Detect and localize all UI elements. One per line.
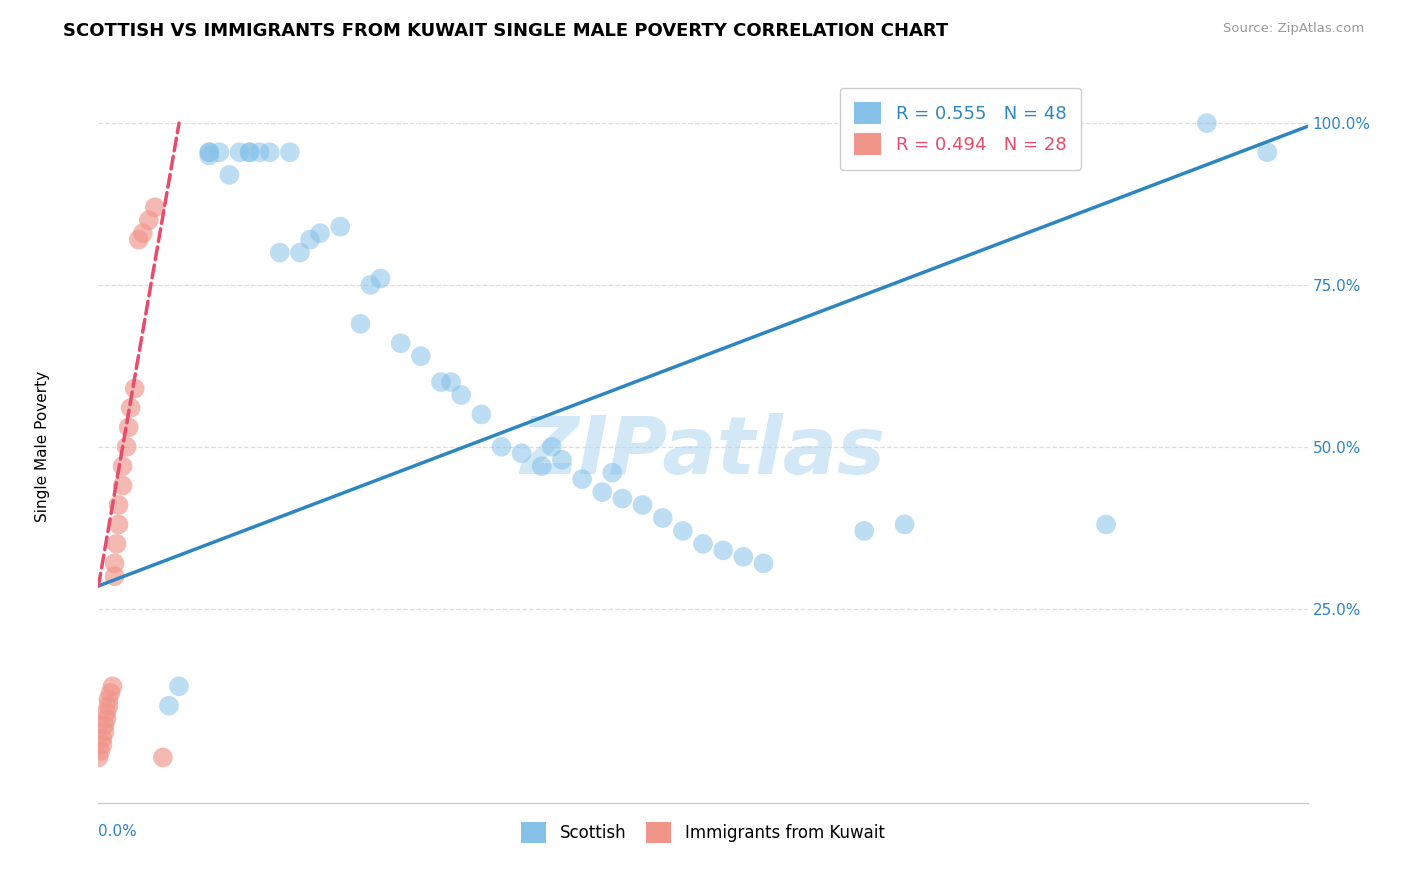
Point bbox=[93, 718, 115, 732]
Point bbox=[157, 698, 180, 713]
Point bbox=[540, 440, 562, 454]
Point bbox=[450, 388, 472, 402]
Point bbox=[360, 277, 382, 292]
Point bbox=[208, 145, 231, 160]
Point bbox=[96, 705, 118, 719]
Point bbox=[288, 245, 311, 260]
Point bbox=[602, 466, 624, 480]
Point bbox=[103, 569, 125, 583]
Point bbox=[631, 498, 654, 512]
Point bbox=[651, 511, 673, 525]
Point bbox=[711, 543, 734, 558]
Text: Single Male Poverty: Single Male Poverty bbox=[35, 370, 49, 522]
Point bbox=[591, 485, 613, 500]
Point bbox=[143, 200, 166, 214]
Point bbox=[370, 271, 392, 285]
Point bbox=[218, 168, 240, 182]
Point bbox=[1256, 145, 1278, 160]
Point bbox=[132, 226, 155, 240]
Point bbox=[551, 452, 574, 467]
Point bbox=[299, 233, 322, 247]
Point bbox=[612, 491, 634, 506]
Point bbox=[440, 375, 463, 389]
Point bbox=[893, 517, 915, 532]
Point bbox=[120, 401, 142, 415]
Point bbox=[409, 349, 432, 363]
Point bbox=[107, 498, 129, 512]
Point bbox=[672, 524, 695, 538]
Point bbox=[198, 145, 221, 160]
Point bbox=[733, 549, 755, 564]
Point bbox=[124, 382, 146, 396]
Point bbox=[309, 226, 332, 240]
Point bbox=[228, 145, 250, 160]
Point bbox=[571, 472, 593, 486]
Point bbox=[510, 446, 533, 460]
Point bbox=[107, 517, 129, 532]
Point bbox=[239, 145, 262, 160]
Point bbox=[198, 148, 221, 162]
Legend: Scottish, Immigrants from Kuwait: Scottish, Immigrants from Kuwait bbox=[515, 815, 891, 849]
Point bbox=[115, 440, 138, 454]
Text: SCOTTISH VS IMMIGRANTS FROM KUWAIT SINGLE MALE POVERTY CORRELATION CHART: SCOTTISH VS IMMIGRANTS FROM KUWAIT SINGL… bbox=[63, 22, 949, 40]
Point bbox=[269, 245, 291, 260]
Point bbox=[87, 750, 110, 764]
Point bbox=[96, 712, 118, 726]
Point bbox=[152, 750, 174, 764]
Point bbox=[97, 692, 120, 706]
Point bbox=[389, 336, 412, 351]
Point bbox=[91, 738, 114, 752]
Point bbox=[128, 233, 150, 247]
Point bbox=[692, 537, 714, 551]
Point bbox=[491, 440, 513, 454]
Point bbox=[853, 524, 876, 538]
Point bbox=[329, 219, 352, 234]
Point bbox=[1195, 116, 1218, 130]
Point bbox=[93, 724, 115, 739]
Text: ZIPatlas: ZIPatlas bbox=[520, 413, 886, 491]
Point bbox=[1095, 517, 1118, 532]
Point bbox=[278, 145, 301, 160]
Point bbox=[349, 317, 371, 331]
Point bbox=[103, 557, 125, 571]
Point bbox=[138, 213, 160, 227]
Point bbox=[239, 145, 262, 160]
Point bbox=[100, 686, 122, 700]
Point bbox=[101, 679, 124, 693]
Point bbox=[752, 557, 775, 571]
Point bbox=[530, 459, 553, 474]
Point bbox=[249, 145, 271, 160]
Point bbox=[198, 145, 221, 160]
Point bbox=[111, 478, 134, 492]
Text: Source: ZipAtlas.com: Source: ZipAtlas.com bbox=[1223, 22, 1364, 36]
Point bbox=[91, 731, 114, 745]
Point bbox=[97, 698, 120, 713]
Point bbox=[118, 420, 141, 434]
Point bbox=[430, 375, 453, 389]
Point bbox=[89, 744, 111, 758]
Text: 0.0%: 0.0% bbox=[98, 823, 138, 838]
Point bbox=[470, 408, 492, 422]
Point bbox=[105, 537, 128, 551]
Point bbox=[167, 679, 190, 693]
Point bbox=[259, 145, 281, 160]
Point bbox=[111, 459, 134, 474]
